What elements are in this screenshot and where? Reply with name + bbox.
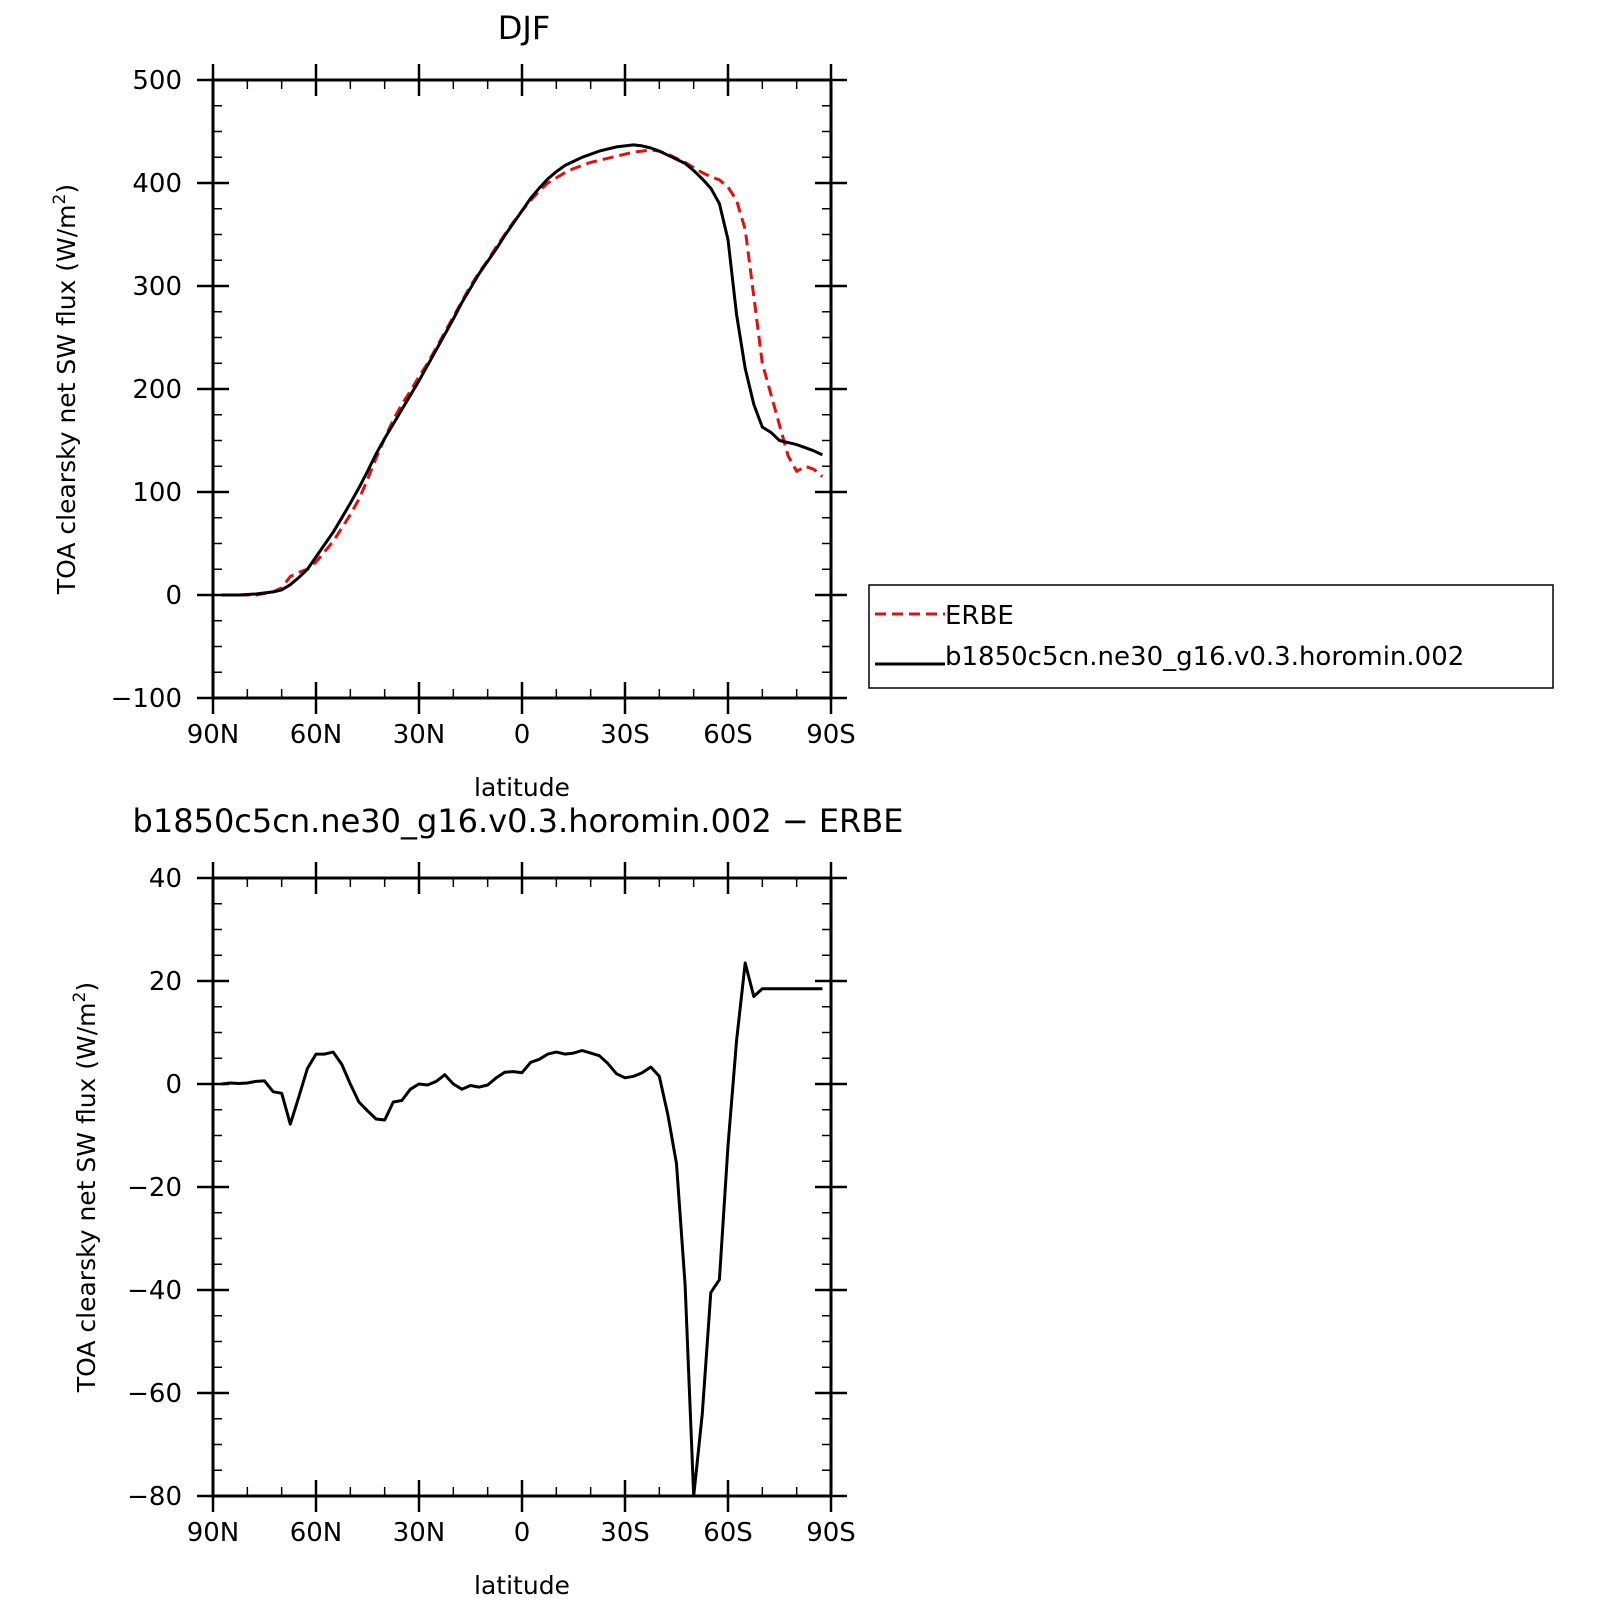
x-tick-label: 60N [290, 1518, 343, 1548]
y-tick-label: −100 [111, 684, 182, 714]
y-tick-label: 100 [132, 478, 182, 508]
x-axis-label: latitude [474, 1571, 570, 1600]
x-tick-label: 30S [600, 720, 650, 750]
legend-label-erbe: ERBE [945, 601, 1014, 631]
series-lines [221, 143, 824, 597]
y-tick-label: −20 [127, 1173, 182, 1203]
x-tick-label: 90N [187, 720, 240, 750]
y-axis-label-main: TOA clearsky net SW flux (W/m [52, 204, 81, 595]
x-tick-label: 0 [514, 1518, 531, 1548]
x-tick-label: 90S [806, 1518, 856, 1548]
y-tick-label: −60 [127, 1379, 182, 1409]
y-axis-label-superscript: 2 [50, 194, 70, 205]
series-line [221, 148, 824, 597]
x-tick-label: 90N [187, 1518, 240, 1548]
y-tick-label: 400 [132, 169, 182, 199]
x-tick-label: 0 [514, 720, 531, 750]
y-axis-label-main: TOA clearsky net SW flux (W/m [72, 1002, 101, 1393]
x-tick-label: 90S [806, 720, 856, 750]
legend-label-model: b1850c5cn.ne30_g16.v0.3.horomin.002 [945, 642, 1464, 672]
x-tick-label: 30N [393, 720, 446, 750]
y-axis-label: TOA clearsky net SW flux (W/m2) [70, 982, 101, 1393]
y-axis-label-suffix: ) [52, 184, 81, 194]
x-axis-label: latitude [474, 773, 570, 802]
plot-frame [211, 78, 833, 700]
y-tick-label: 300 [132, 272, 182, 302]
x-tick-label: 60S [703, 1518, 753, 1548]
plot-frame [211, 876, 833, 1498]
y-axis-label-suffix: ) [72, 982, 101, 992]
x-tick-label: 60N [290, 720, 343, 750]
y-tick-label: 20 [149, 967, 182, 997]
y-tick-label: −80 [127, 1482, 182, 1512]
legend: ERBE b1850c5cn.ne30_g16.v0.3.horomin.002 [868, 584, 1554, 689]
y-tick-label: 500 [132, 66, 182, 96]
x-tick-label: 30N [393, 1518, 446, 1548]
y-axis-label: TOA clearsky net SW flux (W/m2) [50, 184, 81, 595]
series-line [221, 143, 824, 597]
legend-box [868, 584, 1554, 689]
y-tick-label: 200 [132, 375, 182, 405]
tick-labels: −100 0 100 200 300 400 500 90N 60N 30N 0 30S 60S 90S [111, 66, 856, 750]
y-axis-label-superscript: 2 [70, 992, 90, 1003]
series-lines [221, 961, 823, 1498]
x-tick-label: 60S [703, 720, 753, 750]
y-tick-label: −40 [127, 1276, 182, 1306]
plot-title-difference: b1850c5cn.ne30_g16.v0.3.horomin.002 − ER… [133, 802, 904, 840]
y-tick-label: 40 [149, 864, 182, 894]
flux-panel: DJF −100 0 100 200 300 400 500 90N 60N 30N 0 30S 60S… [50, 9, 1554, 802]
x-tick-label: 30S [600, 1518, 650, 1548]
plot-title: DJF [498, 9, 550, 47]
y-tick-label: 0 [165, 581, 182, 611]
y-tick-label: 0 [165, 1070, 182, 1100]
difference-panel: b1850c5cn.ne30_g16.v0.3.horomin.002 − ER… [70, 802, 903, 1600]
series-line [221, 961, 823, 1498]
tick-labels: −80 −60 −40 −20 0 20 40 90N 60N 30N 0 30S 60S 90S [127, 864, 856, 1548]
tick-marks [197, 862, 847, 1512]
